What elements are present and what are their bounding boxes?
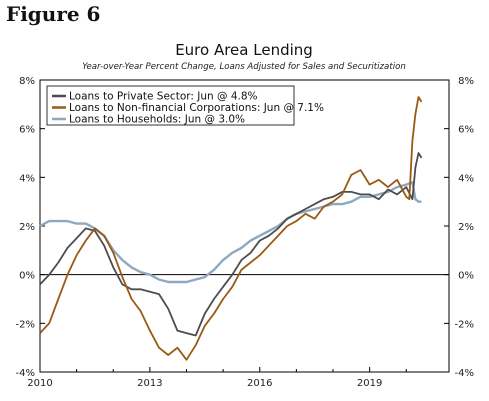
legend-box [46, 85, 295, 126]
y-tick-label-right: 0% [458, 271, 474, 282]
x-tick-label: 2013 [137, 378, 162, 389]
x-tick-label: 2016 [247, 378, 272, 389]
y-tick-label-left: -4% [16, 368, 35, 379]
households-line [39, 181, 422, 284]
legend-non-financial-corporations-label: Loans to Non-financial Corporations: Jun… [69, 102, 324, 114]
x-tick-label: 2019 [357, 378, 382, 389]
y-tick-label-left: 6% [19, 125, 35, 136]
x-tick-label: 2010 [27, 378, 52, 389]
legend-private-sector-label: Loans to Private Sector: Jun @ 4.8% [69, 91, 258, 103]
y-tick-label-left: 2% [19, 222, 35, 233]
y-tick-label-right: -2% [455, 319, 474, 330]
y-tick-label-left: -2% [16, 319, 35, 330]
chart-title: Euro Area Lending [175, 41, 313, 59]
y-tick-label-right: 8% [458, 76, 474, 87]
y-tick-label-left: 0% [19, 271, 35, 282]
non-financial-corporations-line [39, 96, 423, 361]
chart-subtitle: Year-over-Year Percent Change, Loans Adj… [82, 62, 406, 72]
figure-label: Figure 6 [6, 2, 101, 26]
y-tick-label-left: 8% [19, 76, 35, 87]
y-tick-label-right: 2% [458, 222, 474, 233]
y-tick-label-left: 4% [19, 173, 35, 184]
y-tick-label-right: 6% [458, 125, 474, 136]
y-tick-label-right: 4% [458, 173, 474, 184]
y-tick-label-right: -4% [455, 368, 474, 379]
private-sector-line [39, 152, 423, 337]
legend: Loans to Private Sector: Jun @ 4.8%Loans… [46, 85, 324, 126]
legend-households-label: Loans to Households: Jun @ 3.0% [69, 114, 245, 126]
